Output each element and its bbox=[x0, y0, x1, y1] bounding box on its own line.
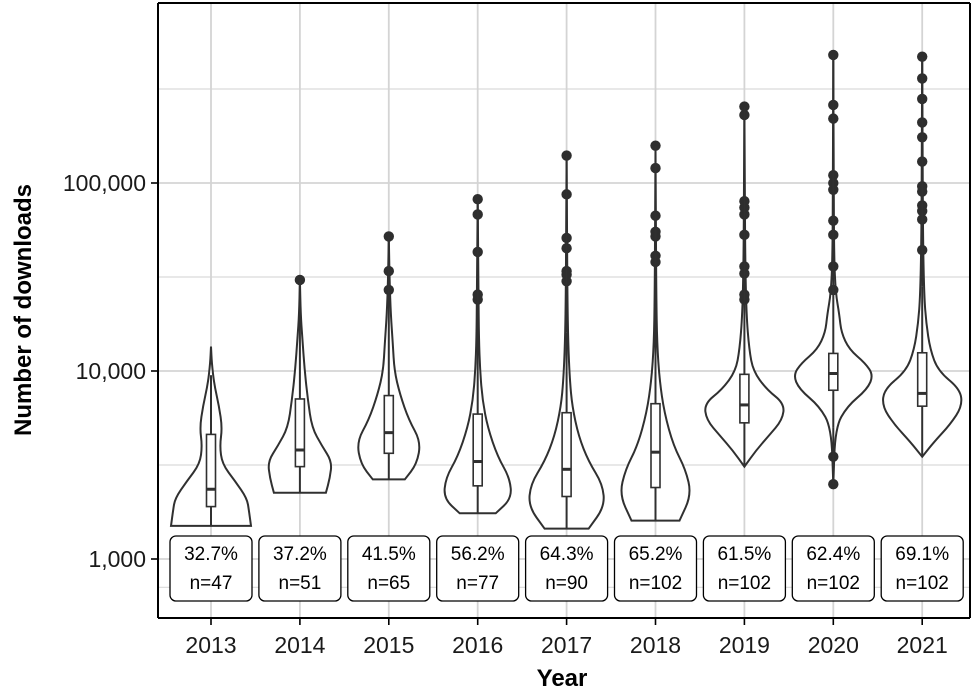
label-box bbox=[524, 535, 609, 602]
axes: 1,000 10,000 100,000 2013 2014 2015 2016 2017 20… bbox=[63, 2, 971, 658]
violins bbox=[169, 49, 963, 530]
percentage-label: 69.1% bbox=[895, 544, 949, 565]
violin-2021 bbox=[882, 51, 963, 459]
iqr-box bbox=[472, 413, 484, 487]
sample-size-label: n=51 bbox=[279, 573, 322, 594]
iqr-box bbox=[739, 373, 750, 424]
x-tick-label: 2013 bbox=[185, 632, 236, 658]
y-tick-label: 100,000 bbox=[63, 170, 146, 196]
x-tick-label: 2018 bbox=[630, 632, 681, 658]
violin-2019 bbox=[704, 101, 785, 469]
label-2018: 65.2% n=102 bbox=[613, 535, 698, 602]
x-tick-label: 2019 bbox=[719, 632, 770, 658]
percentage-label: 61.5% bbox=[717, 544, 771, 565]
x-tick-label: 2021 bbox=[897, 632, 948, 658]
sample-size-label: n=102 bbox=[629, 573, 682, 594]
sample-size-label: n=90 bbox=[545, 573, 588, 594]
percentage-label: 64.3% bbox=[540, 544, 594, 565]
label-box bbox=[880, 535, 964, 602]
sample-size-label: n=65 bbox=[367, 573, 410, 594]
label-2016: 56.2% n=77 bbox=[436, 535, 520, 602]
x-axis-title: Year bbox=[537, 665, 588, 690]
iqr-box bbox=[205, 433, 217, 508]
x-tick-label: 2016 bbox=[452, 632, 503, 658]
label-2021: 69.1% n=102 bbox=[880, 535, 964, 602]
sample-size-label: n=102 bbox=[807, 573, 860, 594]
iqr-box bbox=[827, 352, 839, 392]
y-tick-label: 10,000 bbox=[76, 358, 146, 384]
iqr-box bbox=[916, 351, 928, 407]
iqr-box bbox=[650, 402, 661, 489]
label-2019: 61.5% n=102 bbox=[702, 535, 787, 602]
label-box bbox=[258, 535, 342, 602]
label-2013: 32.7% n=47 bbox=[169, 535, 253, 602]
percentage-label: 41.5% bbox=[362, 544, 416, 565]
iqr-box bbox=[561, 411, 572, 498]
violin-2014 bbox=[267, 274, 333, 494]
x-tick-label: 2020 bbox=[808, 632, 859, 658]
sample-size-label: n=47 bbox=[190, 573, 233, 594]
y-tick-label: 1,000 bbox=[88, 546, 146, 572]
label-box bbox=[613, 535, 698, 602]
sample-size-label: n=102 bbox=[896, 573, 949, 594]
label-box bbox=[347, 535, 431, 602]
sample-size-label: n=77 bbox=[456, 573, 499, 594]
label-2014: 37.2% n=51 bbox=[258, 535, 342, 602]
label-box bbox=[702, 535, 787, 602]
percentage-label: 62.4% bbox=[806, 544, 860, 565]
x-tick-label: 2017 bbox=[541, 632, 592, 658]
percentage-label: 37.2% bbox=[273, 544, 327, 565]
violin-2018 bbox=[620, 140, 691, 522]
y-axis-title: Number of downloads bbox=[10, 184, 37, 436]
violin-2016 bbox=[443, 194, 512, 515]
percentage-label: 65.2% bbox=[629, 544, 683, 565]
outlier-point bbox=[294, 274, 306, 286]
label-2020: 62.4% n=102 bbox=[791, 535, 875, 602]
violin-2013 bbox=[169, 346, 253, 527]
violin-2015 bbox=[357, 231, 421, 481]
x-tick-label: 2015 bbox=[363, 632, 414, 658]
iqr-box bbox=[383, 394, 395, 455]
sample-size-label: n=102 bbox=[718, 573, 771, 594]
percentage-label: 56.2% bbox=[451, 544, 505, 565]
percentage-labels: 32.7% n=47 37.2% n=51 41.5% n=65 56.2% n=77 64.3… bbox=[169, 535, 964, 602]
label-2015: 41.5% n=65 bbox=[347, 535, 431, 602]
percentage-label: 32.7% bbox=[184, 544, 238, 565]
label-box bbox=[169, 535, 253, 602]
label-2017: 64.3% n=90 bbox=[524, 535, 609, 602]
violin-2017 bbox=[528, 150, 605, 530]
label-box bbox=[436, 535, 520, 602]
x-tick-label: 2014 bbox=[274, 632, 325, 658]
iqr-box bbox=[294, 398, 306, 468]
violin-2020 bbox=[794, 49, 873, 490]
label-box bbox=[791, 535, 875, 602]
